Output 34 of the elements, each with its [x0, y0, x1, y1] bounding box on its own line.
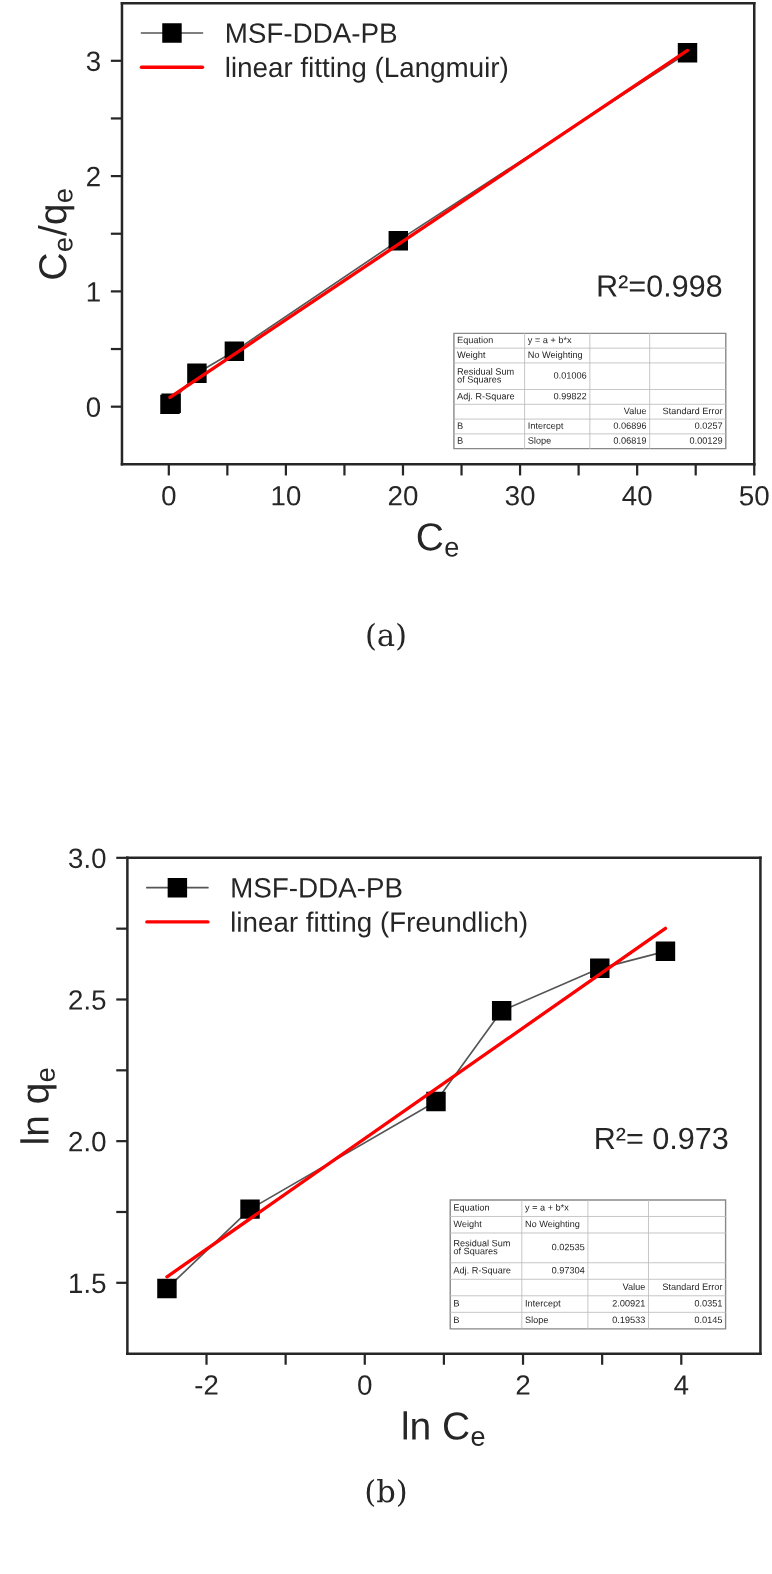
legend-label: linear fitting (Freundlich): [232, 911, 527, 938]
y-tick-label: 1: [87, 282, 100, 302]
y-tick-label: 1.5: [70, 1273, 106, 1294]
x-tick-label: 20: [388, 485, 418, 506]
x-tick-label: 50: [739, 485, 769, 506]
point: [426, 1091, 446, 1112]
text: (b): [366, 1478, 406, 1507]
x-tick-label: 0: [162, 485, 176, 506]
x-axis-title: ln C$_{e}$: [403, 1411, 485, 1446]
annotation: R²=0.998: [598, 275, 722, 297]
text: (a): [367, 622, 405, 651]
x-tick-label: 40: [622, 485, 652, 506]
y-tick-label: 3.0: [68, 848, 106, 869]
point: [157, 1278, 177, 1299]
y-tick-label: 0: [86, 397, 101, 418]
x-tick-label: 2: [516, 1375, 530, 1395]
y-tick-label: 3: [86, 51, 100, 72]
x-tick-label: 10: [272, 485, 301, 506]
x-tick-label: -2: [195, 1375, 218, 1395]
point: [491, 1001, 512, 1021]
y-tick-label: 2.5: [69, 990, 106, 1010]
x-tick-label: 4: [674, 1375, 689, 1395]
y-axis-title: C$_{e}$/q$_{e}$: [38, 189, 75, 279]
annotation: R²= 0.973: [596, 1127, 728, 1150]
point: [655, 941, 676, 962]
legend-label: linear fitting (Langmuir): [226, 56, 508, 83]
x-axis-title: C$_{e}$: [417, 523, 459, 557]
legend-label: MSF-DDA-PB: [227, 23, 397, 43]
y-axis-title: ln q$_{e}$: [20, 1068, 57, 1143]
y-tick-label: 2: [87, 166, 100, 187]
x-tick-label: 0: [358, 1375, 372, 1395]
legend-label: MSF-DDA-PB: [232, 878, 402, 898]
x-tick-label: 30: [505, 485, 535, 506]
y-tick-label: 2.0: [69, 1131, 106, 1152]
